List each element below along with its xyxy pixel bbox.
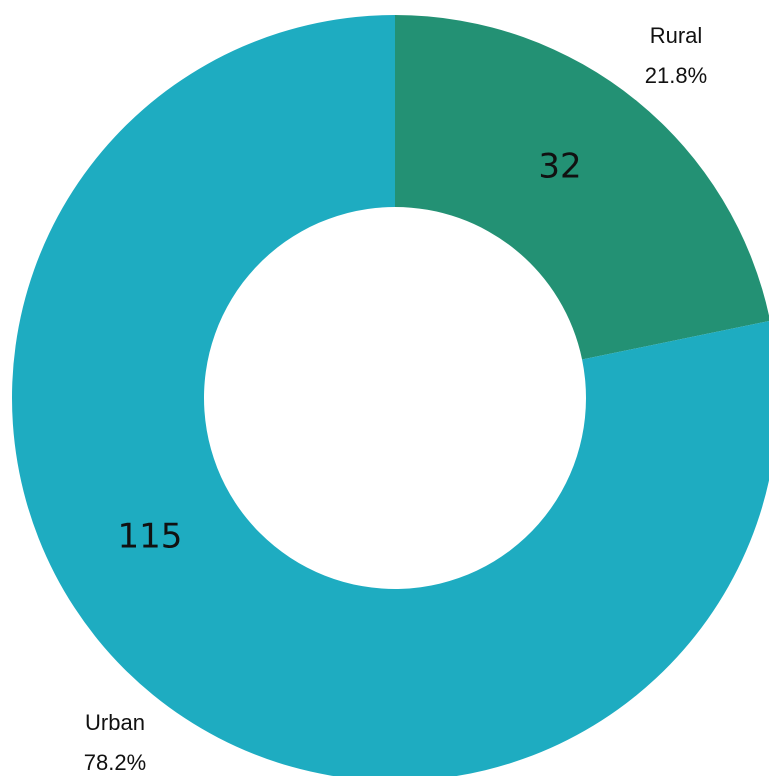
percentage-label: 78.2% (84, 750, 146, 775)
value-label: 115 (118, 517, 183, 557)
category-label: Rural (650, 23, 703, 48)
category-label: Urban (85, 710, 145, 735)
percentage-label: 21.8% (645, 63, 707, 88)
value-label: 32 (538, 147, 581, 187)
donut-slice (395, 15, 769, 360)
donut-slice (12, 15, 769, 776)
